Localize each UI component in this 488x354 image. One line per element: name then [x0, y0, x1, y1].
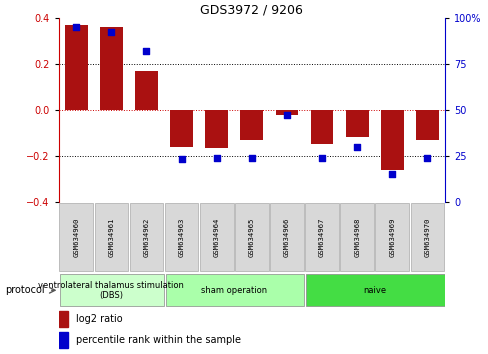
- Bar: [170, 110, 193, 147]
- Bar: [100, 27, 122, 110]
- Text: GSM634965: GSM634965: [248, 217, 254, 257]
- Point: [72, 24, 80, 30]
- Text: GSM634964: GSM634964: [213, 217, 219, 257]
- Bar: [415, 110, 438, 139]
- Bar: [59, 203, 93, 271]
- Bar: [275, 110, 298, 115]
- Text: naive: naive: [363, 286, 386, 295]
- Point: [318, 155, 325, 160]
- Bar: [135, 71, 158, 110]
- Bar: [345, 110, 368, 137]
- Bar: [129, 203, 163, 271]
- Bar: [380, 110, 403, 170]
- Text: GSM634963: GSM634963: [178, 217, 184, 257]
- Point: [247, 155, 255, 160]
- Bar: [305, 203, 338, 271]
- Bar: [61, 274, 163, 306]
- Text: GSM634960: GSM634960: [73, 217, 79, 257]
- Point: [387, 171, 395, 177]
- Point: [142, 48, 150, 54]
- Bar: [205, 110, 228, 148]
- Text: GSM634969: GSM634969: [388, 217, 394, 257]
- Point: [107, 30, 115, 35]
- Text: log2 ratio: log2 ratio: [76, 314, 122, 324]
- Point: [352, 144, 360, 149]
- Text: GSM634961: GSM634961: [108, 217, 114, 257]
- Text: ventrolateral thalamus stimulation
(DBS): ventrolateral thalamus stimulation (DBS): [39, 281, 184, 300]
- Point: [423, 155, 430, 160]
- Bar: [164, 203, 198, 271]
- Point: [283, 113, 290, 118]
- Text: GSM634970: GSM634970: [424, 217, 429, 257]
- Text: GSM634962: GSM634962: [143, 217, 149, 257]
- Text: percentile rank within the sample: percentile rank within the sample: [76, 335, 241, 345]
- Point: [177, 156, 185, 162]
- Bar: [310, 110, 333, 144]
- Text: GSM634966: GSM634966: [284, 217, 289, 257]
- Text: protocol: protocol: [5, 285, 44, 295]
- Bar: [94, 203, 128, 271]
- Text: GSM634968: GSM634968: [353, 217, 360, 257]
- Bar: [410, 203, 444, 271]
- Bar: [235, 203, 268, 271]
- Title: GDS3972 / 9206: GDS3972 / 9206: [200, 4, 303, 17]
- Bar: [165, 274, 304, 306]
- Text: GSM634967: GSM634967: [319, 217, 325, 257]
- Bar: [65, 25, 87, 110]
- Bar: [375, 203, 408, 271]
- Text: sham operation: sham operation: [201, 286, 267, 295]
- Bar: [240, 110, 263, 139]
- Bar: [59, 332, 68, 348]
- Point: [212, 155, 220, 160]
- Bar: [340, 203, 373, 271]
- Bar: [305, 274, 444, 306]
- Bar: [269, 203, 303, 271]
- Bar: [200, 203, 233, 271]
- Bar: [59, 311, 68, 327]
